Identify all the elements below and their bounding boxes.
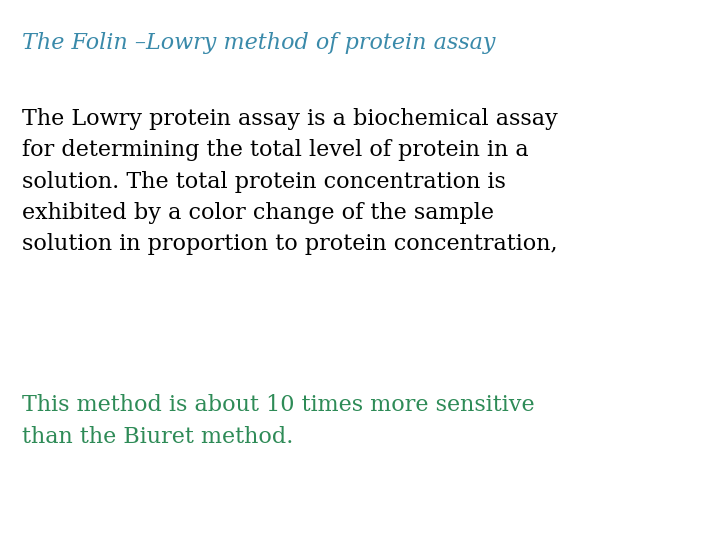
Text: The Folin –Lowry method of protein assay: The Folin –Lowry method of protein assay xyxy=(22,32,495,55)
Text: The Lowry protein assay is a biochemical assay
for determining the total level o: The Lowry protein assay is a biochemical… xyxy=(22,108,557,255)
Text: This method is about 10 times more sensitive
than the Biuret method.: This method is about 10 times more sensi… xyxy=(22,394,534,448)
